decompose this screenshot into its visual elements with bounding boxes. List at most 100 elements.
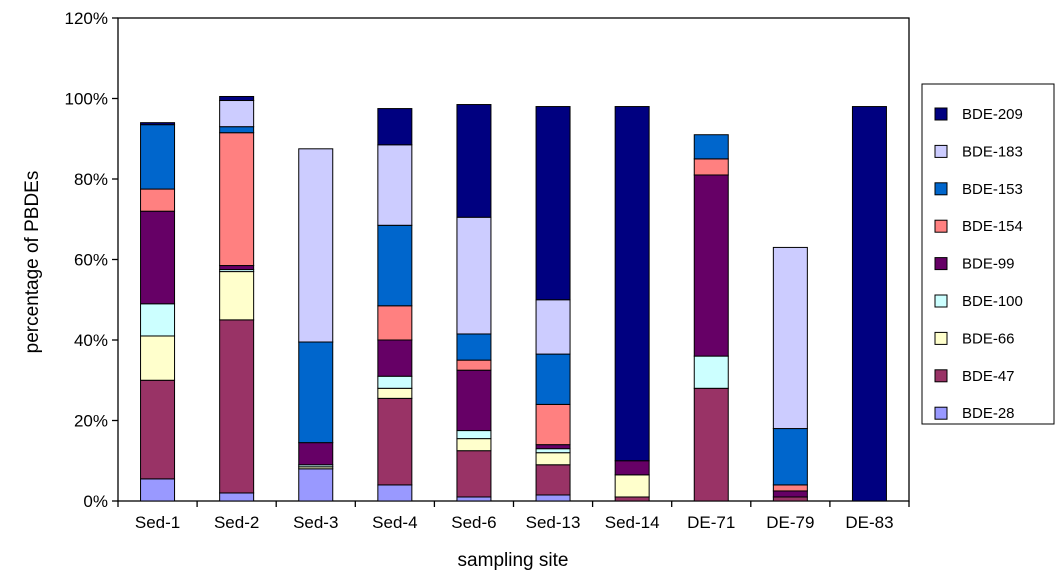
bar-segment xyxy=(219,492,255,502)
bar-segment xyxy=(140,303,176,337)
bar-segment xyxy=(377,224,413,307)
bar-segment xyxy=(614,496,650,502)
x-tick-label: Sed-1 xyxy=(135,513,180,532)
legend-label: BDE-28 xyxy=(962,405,1015,422)
bar-segment xyxy=(377,375,413,389)
legend-swatch xyxy=(934,257,948,271)
bar-segment xyxy=(614,460,650,476)
y-tick-label: 0% xyxy=(83,492,108,511)
x-tick-label: Sed-6 xyxy=(451,513,496,532)
bar-segment xyxy=(219,100,255,128)
legend-swatch xyxy=(934,406,948,420)
x-tick-label: DE-71 xyxy=(687,513,735,532)
bar-segment xyxy=(614,106,650,462)
bar-segment xyxy=(377,339,413,377)
bar-segment xyxy=(693,174,729,357)
legend-swatch xyxy=(934,182,948,196)
bar-segment xyxy=(851,106,887,502)
legend-label: BDE-154 xyxy=(962,218,1023,235)
legend-label: BDE-66 xyxy=(962,330,1015,347)
bar-segment xyxy=(140,122,176,126)
bar-segment xyxy=(456,430,492,440)
legend-swatch xyxy=(934,107,948,121)
bar-segment xyxy=(377,108,413,146)
x-tick-label: Sed-13 xyxy=(526,513,581,532)
bar-segment xyxy=(535,464,571,496)
bar-segment xyxy=(693,134,729,160)
legend-label: BDE-183 xyxy=(962,143,1023,160)
bar-segment xyxy=(772,246,808,430)
legend-box xyxy=(921,83,1055,425)
bar-segment xyxy=(298,442,334,466)
bar-segment xyxy=(140,478,176,502)
bar-segment xyxy=(456,450,492,498)
bar-segment xyxy=(456,359,492,371)
bar-segment xyxy=(456,216,492,335)
bar-segment xyxy=(535,452,571,466)
bar-segment xyxy=(140,210,176,305)
bar-segment xyxy=(140,379,176,480)
bar-segment xyxy=(377,387,413,399)
bar-segment xyxy=(140,124,176,190)
x-axis: Sed-1 Sed-2 Sed-3 Sed-4 Sed-6 Sed-13 Sed-14 DE-… xyxy=(117,501,910,532)
bar-segment xyxy=(298,341,334,444)
y-axis-title: percentage of PBDEs xyxy=(22,171,43,354)
bar-segment xyxy=(219,132,255,267)
y-tick-label: 80% xyxy=(74,170,108,189)
legend-label: BDE-153 xyxy=(962,181,1023,198)
legend: BDE-209 BDE-183 BDE-153 BDE-154 BDE-99 BDE-10… xyxy=(921,83,1055,425)
bar-segment xyxy=(772,484,808,492)
x-tick-label: Sed-14 xyxy=(605,513,660,532)
bar-segment xyxy=(298,468,334,502)
bar-segment xyxy=(377,484,413,502)
bar-segment xyxy=(219,271,255,321)
legend-swatch xyxy=(934,369,948,383)
bar-segment xyxy=(219,95,255,102)
bar-segment xyxy=(140,335,176,381)
y-tick-label: 20% xyxy=(74,412,108,431)
bar-segment xyxy=(456,333,492,361)
y-tick-label: 120% xyxy=(65,9,108,28)
bar-segment xyxy=(456,438,492,452)
y-axis: 0% 20% 40% 60% 80% 100% 120% xyxy=(65,9,118,511)
bar-segment xyxy=(772,490,808,498)
y-tick-label: 40% xyxy=(74,331,108,350)
bar-segment xyxy=(535,299,571,355)
y-tick-label: 60% xyxy=(74,251,108,270)
bar-segment xyxy=(219,265,255,271)
bar-segment xyxy=(535,353,571,405)
x-axis-title: sampling site xyxy=(458,550,569,571)
bar-segment xyxy=(772,496,808,502)
bar-segment xyxy=(377,144,413,226)
bar-segment xyxy=(535,444,571,450)
legend-label: BDE-100 xyxy=(962,293,1023,310)
legend-swatch xyxy=(934,331,948,345)
bar-segment xyxy=(693,158,729,176)
bar-segment xyxy=(377,397,413,486)
x-tick-label: DE-79 xyxy=(766,513,814,532)
bar-segment xyxy=(535,448,571,454)
legend-swatch xyxy=(934,294,948,308)
bar-segment xyxy=(456,496,492,502)
y-tick-label: 100% xyxy=(65,90,108,109)
bar-segment xyxy=(614,474,650,498)
bar-segment xyxy=(219,319,255,494)
bar-segment xyxy=(298,148,334,343)
legend-swatch xyxy=(934,144,948,158)
bar-segment xyxy=(140,188,176,212)
bar-segment xyxy=(693,387,729,502)
bar-segment xyxy=(535,494,571,502)
bar-segment xyxy=(219,126,255,134)
bar-segment xyxy=(535,403,571,446)
bar-segment xyxy=(456,369,492,432)
bar-segment xyxy=(377,305,413,341)
x-tick-label: DE-83 xyxy=(845,513,893,532)
x-tick-label: Sed-3 xyxy=(293,513,338,532)
legend-swatch xyxy=(934,219,948,233)
legend-label: BDE-47 xyxy=(962,368,1015,385)
legend-label: BDE-209 xyxy=(962,106,1023,123)
bar-segment xyxy=(535,106,571,301)
bar-segment xyxy=(693,355,729,389)
bar-segment xyxy=(456,104,492,218)
